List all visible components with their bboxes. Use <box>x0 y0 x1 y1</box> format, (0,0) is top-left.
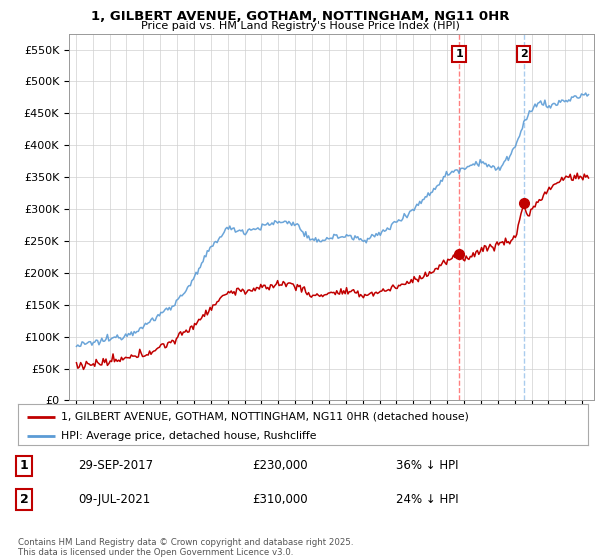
Text: 1, GILBERT AVENUE, GOTHAM, NOTTINGHAM, NG11 0HR (detached house): 1, GILBERT AVENUE, GOTHAM, NOTTINGHAM, N… <box>61 412 469 422</box>
Text: 2: 2 <box>20 493 28 506</box>
Text: £310,000: £310,000 <box>252 493 308 506</box>
Text: Price paid vs. HM Land Registry's House Price Index (HPI): Price paid vs. HM Land Registry's House … <box>140 21 460 31</box>
Text: 1: 1 <box>20 459 28 473</box>
Text: 1: 1 <box>455 49 463 59</box>
Text: 2: 2 <box>520 49 527 59</box>
Text: £230,000: £230,000 <box>252 459 308 473</box>
Text: 29-SEP-2017: 29-SEP-2017 <box>78 459 153 473</box>
Text: 24% ↓ HPI: 24% ↓ HPI <box>396 493 458 506</box>
Text: Contains HM Land Registry data © Crown copyright and database right 2025.
This d: Contains HM Land Registry data © Crown c… <box>18 538 353 557</box>
Text: 09-JUL-2021: 09-JUL-2021 <box>78 493 150 506</box>
Text: 36% ↓ HPI: 36% ↓ HPI <box>396 459 458 473</box>
Text: 1, GILBERT AVENUE, GOTHAM, NOTTINGHAM, NG11 0HR: 1, GILBERT AVENUE, GOTHAM, NOTTINGHAM, N… <box>91 10 509 23</box>
Text: HPI: Average price, detached house, Rushcliffe: HPI: Average price, detached house, Rush… <box>61 431 316 441</box>
